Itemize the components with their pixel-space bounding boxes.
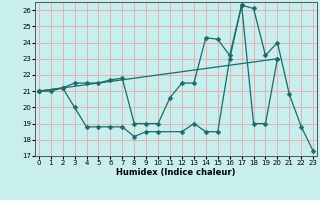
X-axis label: Humidex (Indice chaleur): Humidex (Indice chaleur) (116, 168, 236, 177)
